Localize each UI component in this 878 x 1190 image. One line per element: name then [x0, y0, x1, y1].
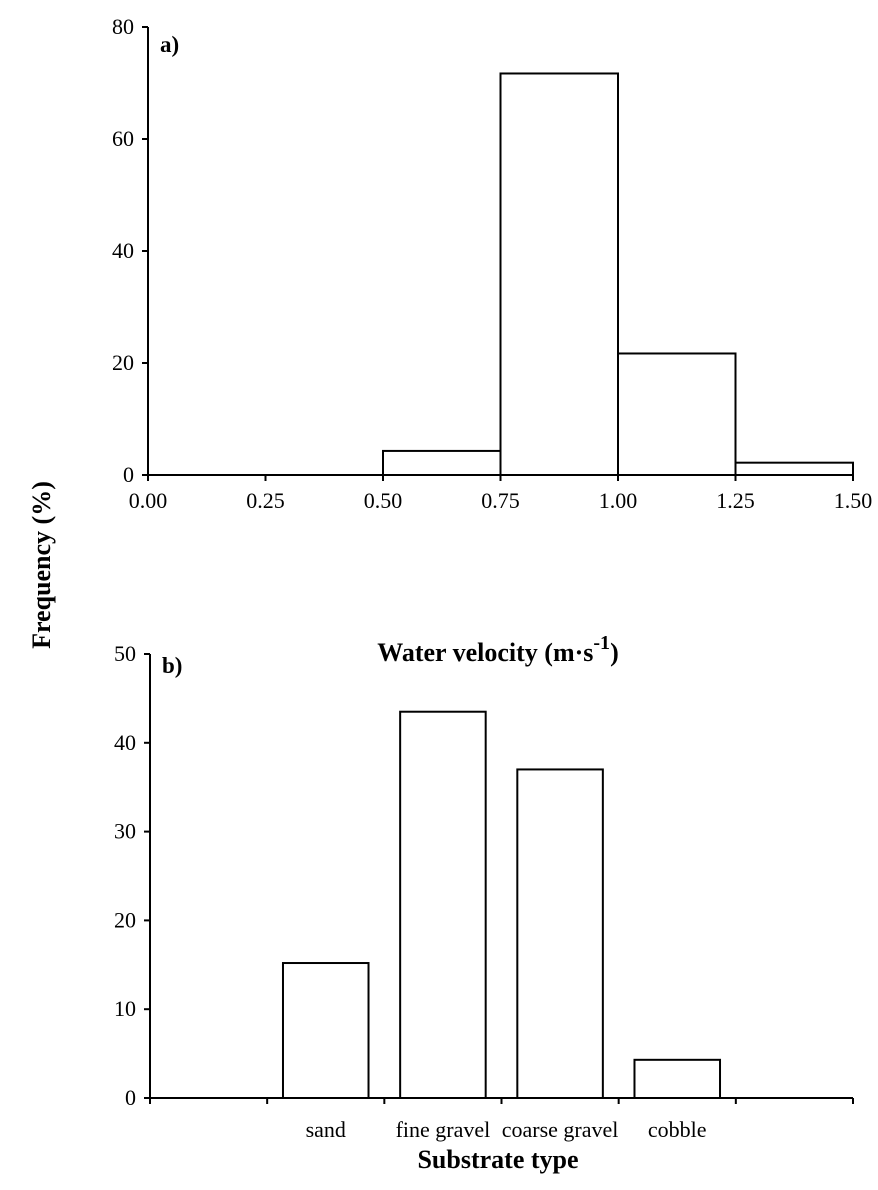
y-tick-label: 30	[114, 819, 136, 844]
histogram-bar	[382, 449, 502, 477]
bar	[399, 710, 487, 1099]
panel-a-x-axis-title: Water velocity (m·s-1)	[377, 632, 618, 667]
y-tick-label: 50	[114, 641, 136, 666]
histogram-bar	[734, 461, 854, 476]
y-tick-label: 80	[112, 14, 134, 39]
panel-b-label: b)	[162, 653, 182, 678]
x-tick-label: 0.50	[364, 488, 403, 513]
bar	[516, 768, 604, 1099]
y-tick-label: 0	[125, 1085, 136, 1110]
y-tick-label: 40	[112, 238, 134, 263]
bar	[633, 1058, 722, 1100]
x-tick-label: 0.75	[481, 488, 520, 513]
y-tick-label: 10	[114, 996, 136, 1021]
bar	[281, 962, 370, 1099]
y-axis-title: Frequency (%)	[27, 481, 56, 649]
panel-b-substrate-bar-chart: sand fine gravel coarse gravel cobble 0 10 20 3…	[114, 641, 854, 1174]
x-category-label: coarse gravel	[502, 1117, 619, 1142]
x-tick-label: 0.00	[129, 488, 168, 513]
panel-b-x-axis-title: Substrate type	[417, 1145, 578, 1174]
histogram-bar	[617, 352, 737, 477]
panel-a-label: a)	[160, 32, 179, 57]
x-tick-label: 0.25	[246, 488, 285, 513]
x-tick-label: 1.50	[834, 488, 873, 513]
x-category-label: fine gravel	[396, 1117, 491, 1142]
panel-a-velocity-histogram: 0 20 40 60 80 0.00 0.25 0.50 0.75 1.00 1.25 1.50 a)…	[112, 14, 872, 667]
y-tick-label: 40	[114, 730, 136, 755]
y-tick-label: 60	[112, 126, 134, 151]
histogram-bar	[499, 72, 619, 476]
x-tick-label: 1.25	[716, 488, 755, 513]
y-tick-label: 0	[123, 462, 134, 487]
x-category-label: cobble	[648, 1117, 707, 1142]
y-tick-label: 20	[114, 907, 136, 932]
y-tick-label: 20	[112, 350, 134, 375]
x-tick-label: 1.00	[599, 488, 638, 513]
x-category-label: sand	[306, 1117, 346, 1142]
